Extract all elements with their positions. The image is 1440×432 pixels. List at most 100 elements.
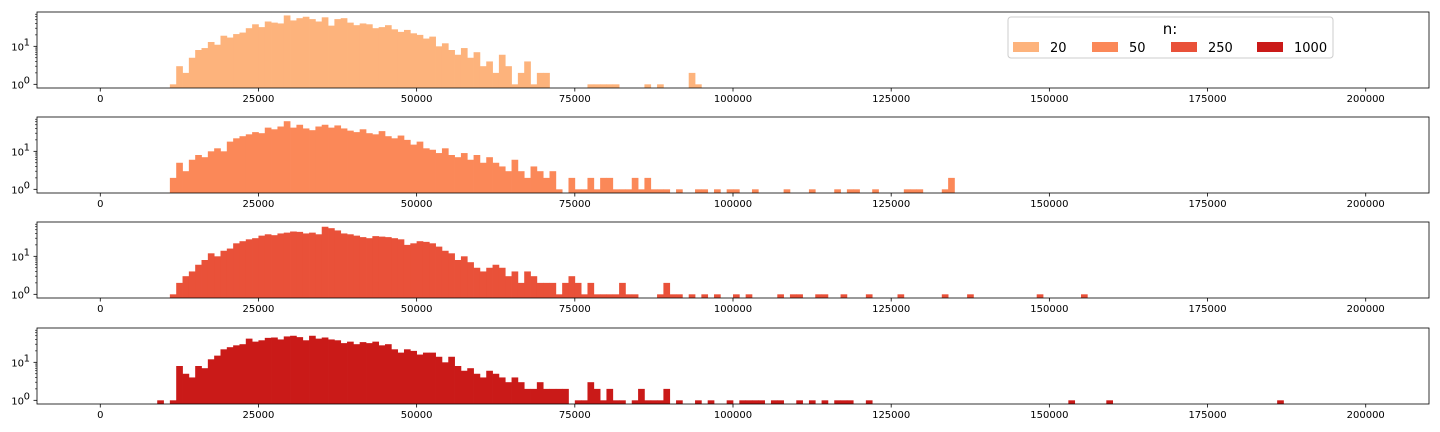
- histogram-bar: [530, 276, 538, 298]
- histogram-bar: [201, 157, 209, 193]
- histogram-bar: [726, 400, 734, 404]
- histogram-bar: [530, 388, 538, 404]
- histogram-bar: [321, 124, 329, 193]
- histogram-bar: [283, 15, 291, 88]
- histogram-bar: [277, 126, 285, 193]
- histogram-bar: [549, 388, 557, 404]
- histogram-bar: [441, 250, 449, 298]
- histogram-bar: [448, 253, 455, 298]
- histogram-bar: [416, 241, 424, 298]
- histogram-bar: [536, 282, 544, 298]
- histogram-bar: [258, 133, 266, 193]
- histogram-bar: [378, 27, 386, 88]
- histogram-bar: [821, 294, 829, 298]
- histogram-bar: [581, 294, 588, 298]
- histogram-bar: [695, 84, 702, 88]
- histogram-bar: [340, 233, 348, 298]
- histogram-bar: [808, 189, 816, 193]
- histogram-bar: [695, 189, 702, 193]
- legend-swatch: [1013, 42, 1039, 52]
- histogram-bar: [321, 17, 329, 89]
- x-tick-label: 0: [97, 199, 103, 210]
- histogram-bar: [245, 134, 253, 193]
- histogram-bar: [321, 337, 329, 404]
- histogram-bar: [416, 354, 424, 404]
- histogram-bar: [340, 343, 348, 404]
- y-tick-exponent: 0: [24, 391, 30, 402]
- histogram-bar: [353, 344, 361, 404]
- histogram-bar: [897, 294, 905, 298]
- histogram-bar: [290, 20, 297, 88]
- histogram-panel-250: 0 25000 50000 75000 100000 125000 150000 175000…: [11, 221, 1430, 315]
- histogram-bar: [309, 19, 316, 88]
- histogram-bar: [220, 151, 228, 193]
- histogram-bar: [486, 370, 493, 404]
- histogram-bar: [492, 373, 500, 404]
- histogram-bar: [473, 155, 481, 193]
- x-tick-label: 200000: [1347, 199, 1385, 210]
- panels: 0 25000 50000 75000 100000 125000 150000 175000…: [11, 11, 1430, 421]
- histogram-bar: [328, 339, 335, 404]
- histogram-bar: [568, 276, 576, 298]
- x-tick-label: 75000: [559, 94, 591, 105]
- histogram-bar: [1081, 294, 1088, 298]
- histogram-bar: [460, 48, 468, 88]
- histogram-bar: [587, 282, 595, 298]
- histogram-bar: [524, 388, 531, 404]
- histogram-bar: [498, 267, 506, 298]
- y-tick-label: 10: [11, 147, 24, 158]
- bars: [169, 226, 1088, 298]
- x-tick-label: 150000: [1030, 199, 1068, 210]
- histogram-bar: [606, 84, 614, 88]
- histogram-bar: [296, 124, 304, 193]
- histogram-bar: [834, 400, 841, 404]
- histogram-bar: [505, 171, 512, 193]
- histogram-bar: [751, 189, 759, 193]
- histogram-bar: [403, 349, 411, 404]
- histogram-bar: [169, 84, 177, 88]
- histogram-bar: [214, 355, 221, 404]
- histogram-bar: [669, 294, 677, 298]
- histogram-bar: [188, 159, 196, 193]
- histogram-bar: [315, 126, 323, 193]
- histogram-bar: [182, 72, 190, 88]
- histogram-bar: [460, 370, 468, 404]
- histogram-bar: [612, 84, 620, 88]
- legend-label: 250: [1208, 41, 1233, 56]
- histogram-bar: [517, 72, 525, 88]
- y-tick-exponent: 1: [24, 247, 30, 258]
- histogram-bar: [435, 246, 443, 298]
- histogram-bar: [422, 38, 430, 88]
- histogram-bar: [169, 294, 177, 298]
- y-tick-label: 10: [11, 185, 24, 196]
- histogram-bar: [587, 177, 595, 193]
- histogram-bar: [840, 400, 848, 404]
- histogram-bar: [663, 189, 671, 193]
- histogram-bar: [334, 125, 342, 193]
- histogram-bar: [631, 294, 639, 298]
- x-tick-label: 25000: [243, 94, 275, 105]
- x-tick-label: 0: [97, 410, 103, 421]
- histogram-bar: [264, 127, 272, 193]
- histogram-bar: [536, 72, 544, 88]
- histogram-bar: [271, 235, 278, 298]
- histogram-bar: [315, 338, 323, 404]
- histogram-bar: [808, 400, 816, 404]
- histogram-bar: [176, 66, 183, 88]
- histogram-bar: [479, 66, 487, 88]
- histogram-bar: [695, 400, 702, 404]
- histogram-bar: [391, 138, 399, 193]
- histogram-bar: [770, 400, 778, 404]
- x-tick-label: 125000: [872, 304, 910, 315]
- histogram-bar: [473, 52, 481, 88]
- x-tick-label: 50000: [401, 199, 433, 210]
- histogram-bar: [524, 271, 531, 298]
- histogram-bar: [226, 37, 234, 88]
- x-tick-label: 200000: [1347, 94, 1385, 105]
- histogram-bar: [277, 23, 285, 88]
- y-tick-label: 10: [11, 396, 24, 407]
- histogram-bar: [359, 342, 367, 404]
- histogram-bar: [264, 234, 272, 298]
- histogram-bar: [309, 335, 316, 404]
- histogram-bar: [872, 189, 879, 193]
